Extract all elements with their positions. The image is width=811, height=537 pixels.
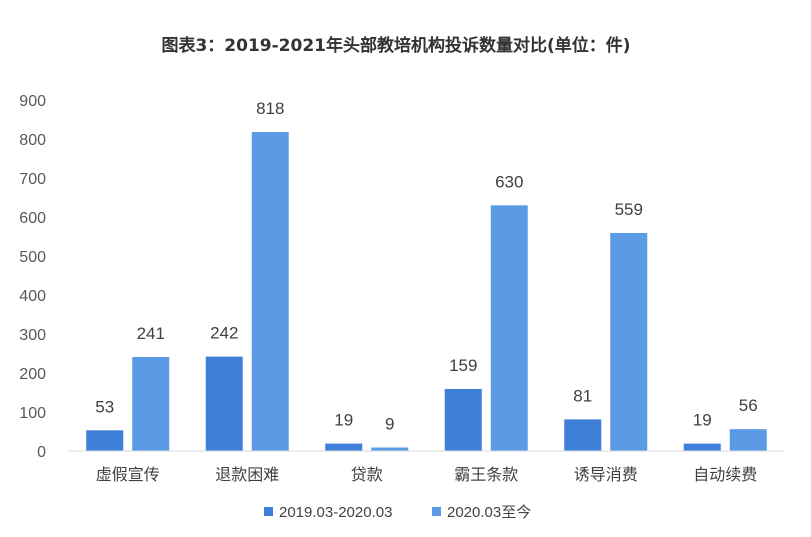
data-label: 19 <box>334 411 353 430</box>
x-category-label: 诱导消费 <box>574 465 638 484</box>
data-label: 242 <box>210 324 238 343</box>
x-category-label: 虚假宣传 <box>96 465 160 484</box>
data-label: 9 <box>385 414 394 433</box>
y-tick-label: 800 <box>19 132 46 149</box>
y-tick-label: 500 <box>19 249 46 266</box>
x-category-label: 自动续费 <box>693 465 757 484</box>
y-tick-label: 400 <box>19 288 46 305</box>
data-label: 19 <box>693 411 712 430</box>
y-axis: 0 100 200 300 400 500 600 700 800 900 <box>19 93 46 461</box>
bar <box>610 232 648 451</box>
legend-swatch <box>264 507 273 516</box>
legend-swatch <box>432 507 441 516</box>
data-label: 81 <box>573 386 592 405</box>
legend: 2019.03-2020.03 2020.03至今 <box>264 504 531 521</box>
data-label: 818 <box>256 99 284 118</box>
legend-label: 2019.03-2020.03 <box>279 504 392 521</box>
bar <box>371 447 409 451</box>
x-axis: 虚假宣传 退款困难 贷款 霸王条款 诱导消费 自动续费 <box>96 465 758 484</box>
bar <box>132 357 170 451</box>
chart-title: 图表3：2019-2021年头部教培机构投诉数量对比(单位：件) <box>161 35 630 56</box>
bar <box>564 419 602 451</box>
y-tick-label: 700 <box>19 171 46 188</box>
data-label: 630 <box>495 172 523 191</box>
x-category-label: 霸王条款 <box>454 465 518 484</box>
bar <box>444 388 482 451</box>
y-tick-label: 100 <box>19 405 46 422</box>
data-label: 241 <box>137 324 165 343</box>
bar <box>490 205 528 451</box>
data-label: 159 <box>449 356 477 375</box>
legend-label: 2020.03至今 <box>447 504 531 521</box>
x-category-label: 贷款 <box>351 465 383 484</box>
bar <box>86 430 124 451</box>
data-label: 53 <box>95 397 114 416</box>
y-tick-label: 900 <box>19 93 46 110</box>
data-label: 559 <box>615 200 643 219</box>
bar <box>729 429 767 451</box>
y-tick-label: 300 <box>19 327 46 344</box>
bar <box>251 131 289 452</box>
y-tick-label: 0 <box>37 444 46 461</box>
data-label: 56 <box>739 396 758 415</box>
bar <box>325 443 363 451</box>
x-category-label: 退款困难 <box>215 465 279 484</box>
bar-labels: 53 241 242 818 19 9 159 630 81 559 19 56 <box>95 99 757 434</box>
bar <box>683 443 721 451</box>
y-tick-label: 600 <box>19 210 46 227</box>
bar <box>205 356 243 451</box>
y-tick-label: 200 <box>19 366 46 383</box>
bars <box>86 131 767 452</box>
